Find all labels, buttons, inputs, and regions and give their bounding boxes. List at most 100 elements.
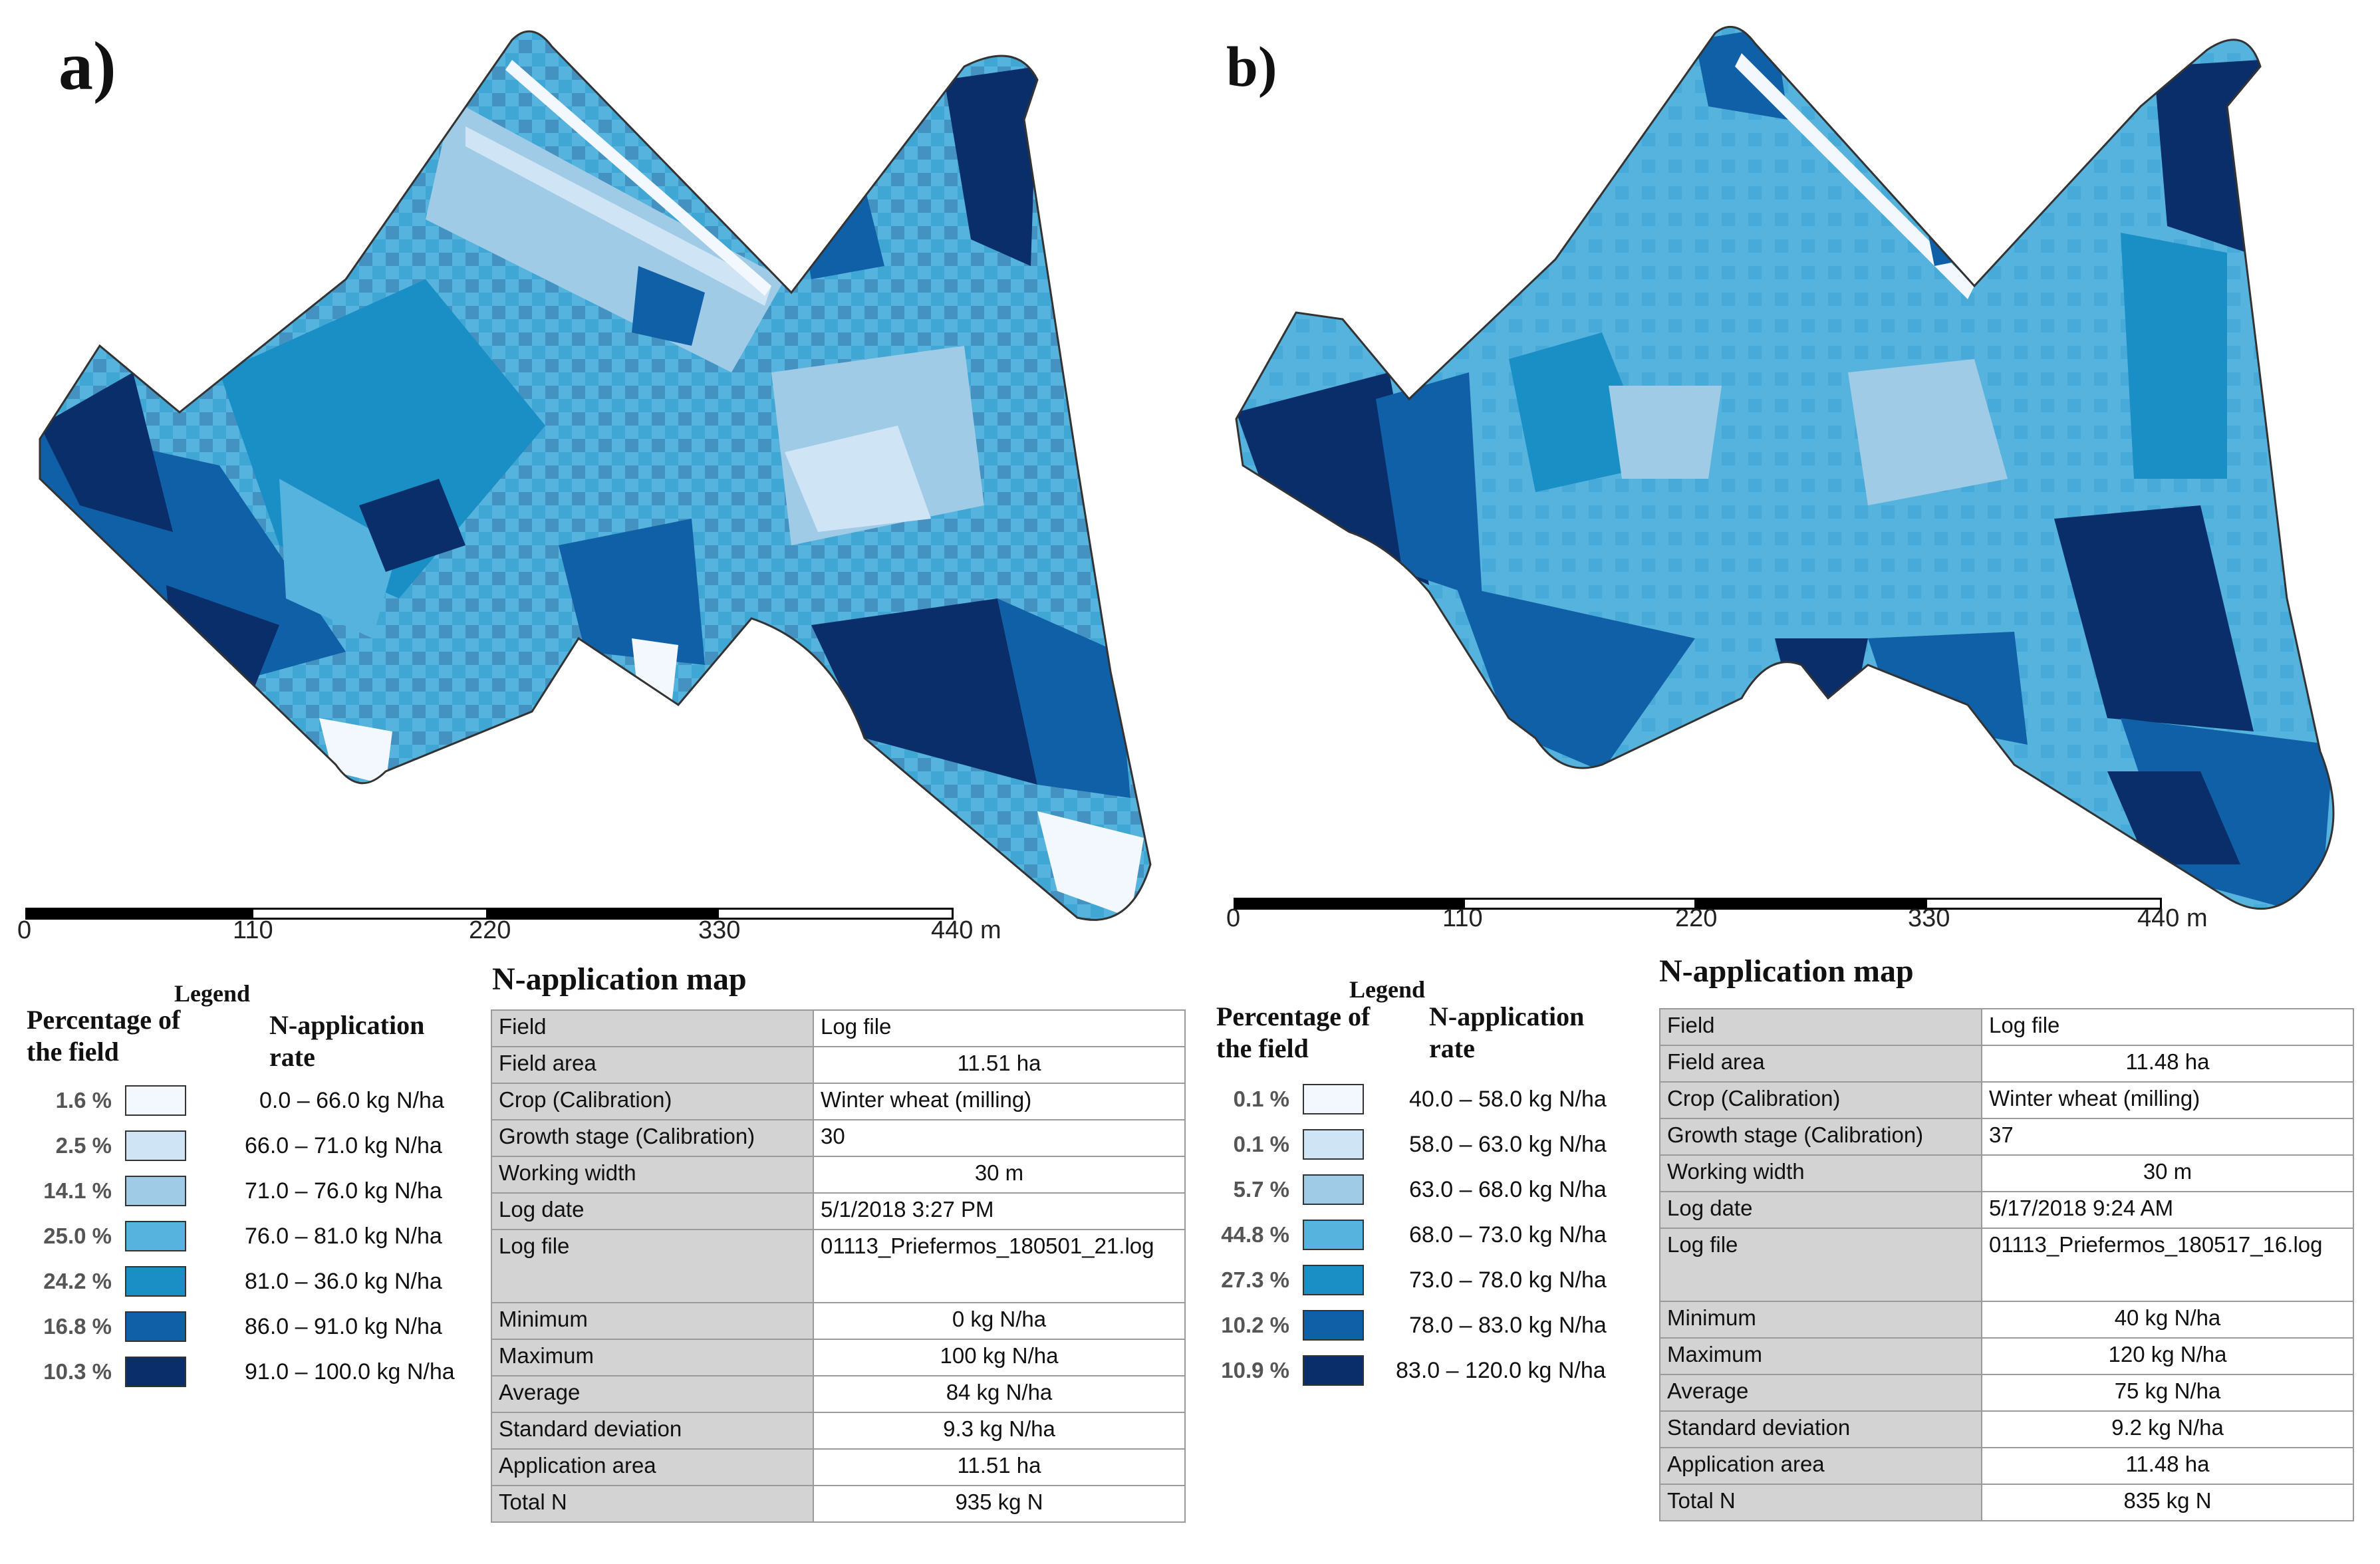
field-boundary (1235, 26, 2335, 910)
scale-tick: 0 (1226, 904, 1241, 932)
info-value: 11.48 ha (1981, 1045, 2354, 1083)
scale-tick: 220 (1675, 904, 1718, 932)
field-map-a (39, 30, 1152, 921)
info-row: Log file 01113_Priefermos_180501_21.log (491, 1229, 1186, 1303)
info-value: 120 kg N/ha (1981, 1337, 2354, 1375)
legend-rate: 68.0 – 73.0 kg N/ha (1409, 1222, 1607, 1247)
scale-tick: 330 (1908, 904, 1950, 932)
legend-swatch (1303, 1355, 1364, 1386)
legend-swatch (125, 1311, 186, 1342)
info-row: Crop (Calibration) Winter wheat (milling) (491, 1083, 1186, 1120)
info-key: Log date (1659, 1191, 1982, 1229)
info-value: 11.48 ha (1981, 1447, 2354, 1485)
info-value: 935 kg N (813, 1485, 1186, 1523)
info-value: 84 kg N/ha (813, 1375, 1186, 1413)
legend-percentage: 10.3 % (43, 1359, 112, 1384)
legend-rate: 78.0 – 83.0 kg N/ha (1409, 1313, 1607, 1338)
scale-tick: 110 (1442, 904, 1483, 932)
legend-title: Legend (174, 980, 251, 1007)
info-value: 9.3 kg N/ha (813, 1412, 1186, 1450)
scale-tick: 110 (233, 916, 273, 944)
info-key: Growth stage (Calibration) (1659, 1118, 1982, 1156)
legend-rate: 71.0 – 76.0 kg N/ha (245, 1178, 442, 1204)
info-table: Field Log file Field area 11.48 ha Crop (C… (1659, 1008, 2354, 1521)
legend-percentage: 10.9 % (1221, 1358, 1289, 1382)
info-value: 30 m (813, 1156, 1186, 1194)
legend-swatch (125, 1085, 186, 1116)
info-key: Field area (1659, 1045, 1982, 1083)
legend-rate: 58.0 – 63.0 kg N/ha (1409, 1132, 1607, 1157)
info-key: Working width (1659, 1154, 1982, 1192)
info-key: Average (1659, 1374, 1982, 1412)
legend-percentage: 44.8 % (1221, 1222, 1289, 1247)
info-key: Log date (491, 1192, 814, 1230)
info-key: Field area (491, 1046, 814, 1084)
info-row: Standard deviation 9.2 kg N/ha (1659, 1410, 2354, 1448)
legend-swatch (1303, 1129, 1364, 1160)
info-value: 01113_Priefermos_180501_21.log (813, 1229, 1186, 1303)
legend-col-rate: N-application rate (269, 1010, 425, 1072)
scale-bar (1234, 898, 2162, 910)
info-row: Log date 5/17/2018 9:24 AM (1659, 1191, 2354, 1229)
info-key: Crop (Calibration) (1659, 1081, 1982, 1119)
info-row: Log date 5/1/2018 3:27 PM (491, 1192, 1186, 1230)
info-row: Crop (Calibration) Winter wheat (milling) (1659, 1081, 2354, 1119)
info-row: Average 84 kg N/ha (491, 1375, 1186, 1413)
info-key: Maximum (491, 1339, 814, 1376)
legend-swatch (125, 1221, 186, 1251)
info-row: Log file 01113_Priefermos_180517_16.log (1659, 1228, 2354, 1302)
legend-col-rate: N-application rate (1429, 1001, 1585, 1063)
info-key: Minimum (491, 1302, 814, 1340)
info-key: Log file (491, 1229, 814, 1303)
legend-rate: 76.0 – 81.0 kg N/ha (245, 1224, 442, 1249)
legend-percentage: 24.2 % (43, 1269, 112, 1293)
legend-swatch (125, 1130, 186, 1161)
info-key: Application area (1659, 1447, 1982, 1485)
map-zones (40, 31, 1150, 920)
legend-percentage: 0.1 % (1233, 1087, 1289, 1111)
info-key: Standard deviation (1659, 1410, 1982, 1448)
info-value: Log file (813, 1009, 1186, 1047)
legend-title: Legend (1349, 976, 1426, 1003)
scale-tick: 220 (469, 916, 511, 944)
info-title: N-application map (1659, 954, 1914, 989)
scale-bar (25, 908, 954, 920)
legend-percentage: 1.6 % (55, 1088, 112, 1112)
info-value: 40 kg N/ha (1981, 1301, 2354, 1339)
legend-percentage: 5.7 % (1233, 1177, 1289, 1202)
info-row: Growth stage (Calibration) 37 (1659, 1118, 2354, 1156)
info-row: Field area 11.51 ha (491, 1046, 1186, 1084)
field-map-b (1235, 26, 2335, 910)
info-value: 5/17/2018 9:24 AM (1981, 1191, 2354, 1229)
info-title: N-application map (492, 962, 747, 997)
info-key: Field (1659, 1008, 1982, 1046)
info-table: Field Log file Field area 11.51 ha Crop (C… (491, 1009, 1186, 1523)
info-key: Log file (1659, 1228, 1982, 1302)
info-row: Maximum 100 kg N/ha (491, 1339, 1186, 1376)
legend-percentage: 27.3 % (1221, 1267, 1289, 1292)
legend-swatch (1303, 1220, 1364, 1250)
info-value: 30 (813, 1119, 1186, 1157)
legend-rate: 40.0 – 58.0 kg N/ha (1409, 1087, 1607, 1112)
legend-swatch (125, 1266, 186, 1297)
legend-rate: 86.0 – 91.0 kg N/ha (245, 1314, 442, 1339)
info-key: Application area (491, 1448, 814, 1486)
legend-percentage: 0.1 % (1233, 1132, 1289, 1156)
info-key: Average (491, 1375, 814, 1413)
info-value: 11.51 ha (813, 1046, 1186, 1084)
panel-b: b) (1190, 0, 2380, 1564)
info-value: 835 kg N (1981, 1484, 2354, 1521)
info-key: Growth stage (Calibration) (491, 1119, 814, 1157)
info-row: Field area 11.48 ha (1659, 1045, 2354, 1083)
info-key: Standard deviation (491, 1412, 814, 1450)
legend-swatch (1303, 1174, 1364, 1205)
info-row: Average 75 kg N/ha (1659, 1374, 2354, 1412)
info-key: Field (491, 1009, 814, 1047)
legend-rate: 63.0 – 68.0 kg N/ha (1409, 1177, 1607, 1202)
info-value: 5/1/2018 3:27 PM (813, 1192, 1186, 1230)
info-value: Winter wheat (milling) (813, 1083, 1186, 1120)
info-value: 0 kg N/ha (813, 1302, 1186, 1340)
info-row: Application area 11.51 ha (491, 1448, 1186, 1486)
legend-rate: 0.0 – 66.0 kg N/ha (259, 1088, 444, 1113)
info-row: Maximum 120 kg N/ha (1659, 1337, 2354, 1375)
